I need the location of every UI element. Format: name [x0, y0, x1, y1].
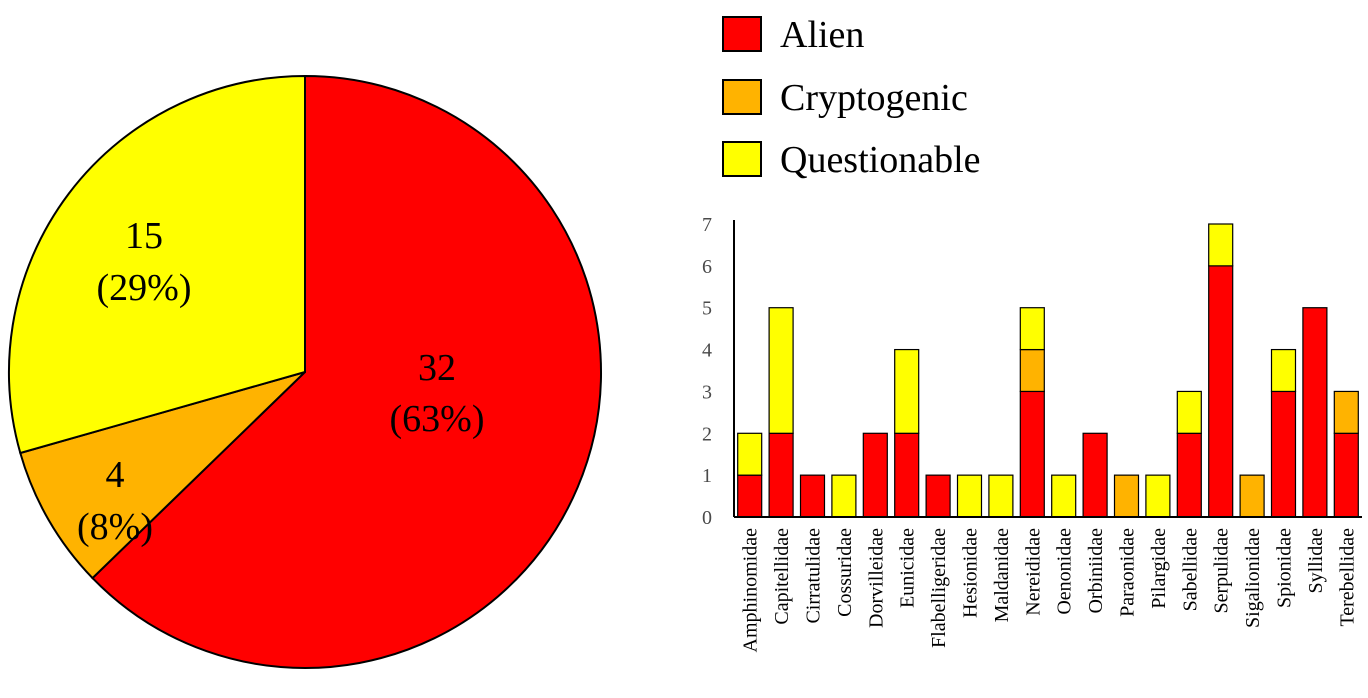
legend-swatch-cryptogenic — [722, 79, 762, 115]
legend-item-cryptogenic: Cryptogenic — [722, 77, 968, 119]
bar-orbiniidae-alien — [1082, 432, 1108, 518]
x-tick-label-cossuridae: Cossuridae — [834, 528, 856, 617]
bar-sigalionidae-cryptogenic — [1239, 474, 1265, 518]
x-tick-label-eunicidae: Eunicidae — [897, 528, 919, 608]
y-tick-label-1: 1 — [702, 465, 712, 487]
bar-pilargidae-questionable — [1145, 474, 1171, 518]
bar-cossuridae-questionable — [831, 474, 857, 518]
x-tick-label-flabelligeridae: Flabelligeridae — [928, 528, 950, 648]
x-tick-label-pilargidae: Pilargidae — [1148, 528, 1170, 609]
y-tick-label-2: 2 — [702, 423, 712, 445]
y-tick-label-4: 4 — [702, 340, 712, 362]
x-tick-label-spionidae: Spionidae — [1274, 528, 1296, 608]
bar-serpulidae-questionable — [1208, 223, 1234, 267]
legend-swatch-questionable — [722, 141, 762, 177]
bar-spionidae-alien — [1270, 390, 1297, 518]
bar-spionidae-questionable — [1270, 348, 1297, 393]
x-tick-label-hesionidae: Hesionidae — [960, 528, 982, 618]
bar-dorvilleidae-alien — [862, 432, 888, 518]
x-tick-label-nereididae: Nereididae — [1022, 528, 1044, 616]
pie-label-questionable-count: 15 — [125, 215, 163, 257]
bar-cirratulidae-alien — [799, 474, 826, 518]
x-tick-label-paraonidae: Paraonidae — [1117, 528, 1139, 617]
bar-paraonidae-cryptogenic — [1113, 474, 1140, 518]
legend-label-alien: Alien — [780, 14, 864, 56]
pie-chart — [8, 74, 602, 669]
pie-label-cryptogenic-percent: (8%) — [77, 506, 153, 548]
bars — [737, 223, 1359, 518]
bar-nereididae-alien — [1019, 390, 1045, 518]
bar-capitellidae-questionable — [768, 307, 794, 434]
y-tick-label-0: 0 — [702, 507, 712, 529]
x-tick-label-serpulidae: Serpulidae — [1211, 528, 1233, 614]
y-tick-label-6: 6 — [702, 256, 712, 278]
x-tick-label-amphinomidae: Amphinomidae — [740, 528, 762, 653]
bar-maldanidae-questionable — [988, 474, 1014, 518]
bar-eunicidae-questionable — [894, 348, 920, 434]
y-tick-label-7: 7 — [702, 214, 712, 236]
legend: Alien Cryptogenic Questionable — [722, 14, 981, 181]
x-tick-label-capitellidae: Capitellidae — [771, 528, 793, 625]
bar-capitellidae-alien — [768, 432, 794, 518]
pie-slice-cryptogenic — [19, 371, 306, 580]
y-tick-label-5: 5 — [702, 298, 712, 320]
legend-label-questionable: Questionable — [780, 139, 981, 181]
bar-nereididae-cryptogenic — [1019, 348, 1045, 393]
bar-nereididae-questionable — [1019, 307, 1045, 351]
bar-syllidae-alien — [1302, 307, 1328, 518]
x-tick-label-sigalionidae: Sigalionidae — [1242, 528, 1264, 628]
axes — [733, 220, 1362, 518]
x-tick-label-cirratulidae: Cirratulidae — [803, 528, 825, 624]
legend-item-questionable: Questionable — [722, 139, 981, 181]
x-tick-label-dorvilleidae: Dorvilleidae — [865, 528, 887, 628]
bar-terebellidae-alien — [1333, 432, 1359, 518]
pie-slice-questionable — [8, 74, 306, 455]
pie-label-cryptogenic-count: 4 — [106, 454, 125, 496]
bar-hesionidae-questionable — [956, 474, 983, 518]
bar-amphinomidae-alien — [737, 474, 763, 518]
pie-labels: 32 (63%) 4 (8%) 15 (29%) — [77, 215, 484, 548]
bar-terebellidae-cryptogenic — [1333, 390, 1359, 434]
bar-oenonidae-questionable — [1051, 474, 1077, 518]
x-tick-label-orbiniidae: Orbiniidae — [1085, 528, 1107, 614]
legend-swatch-alien — [722, 16, 762, 52]
y-tick-label-3: 3 — [702, 381, 712, 403]
legend-label-cryptogenic: Cryptogenic — [780, 77, 968, 119]
bar-sabellidae-questionable — [1176, 390, 1202, 434]
x-axis-labels: Amphinomidae Capitellidae Cirratulidae Coss… — [740, 528, 1359, 653]
bar-sabellidae-alien — [1176, 432, 1202, 518]
x-tick-label-oenonidae: Oenonidae — [1054, 528, 1076, 615]
x-tick-label-terebellidae: Terebellidae — [1336, 528, 1358, 627]
bar-eunicidae-alien — [894, 432, 920, 518]
bar-serpulidae-alien — [1208, 265, 1234, 518]
y-axis-ticks: 0 1 2 3 4 5 6 7 — [702, 214, 712, 529]
pie-label-alien-count: 32 — [418, 347, 456, 389]
x-tick-label-maldanidae: Maldanidae — [991, 528, 1013, 623]
bar-amphinomidae-questionable — [737, 432, 763, 476]
x-tick-label-sabellidae: Sabellidae — [1179, 528, 1201, 611]
bar-flabelligeridae-alien — [925, 474, 951, 518]
legend-item-alien: Alien — [722, 14, 864, 56]
x-tick-label-syllidae: Syllidae — [1305, 528, 1327, 594]
pie-label-alien-percent: (63%) — [390, 398, 485, 440]
pie-slice-alien — [91, 74, 602, 669]
pie-label-questionable-percent: (29%) — [97, 267, 192, 309]
bar-chart: 0 1 2 3 4 5 6 7 Amphinomidae Capitellidae Cirratu… — [702, 214, 1362, 652]
